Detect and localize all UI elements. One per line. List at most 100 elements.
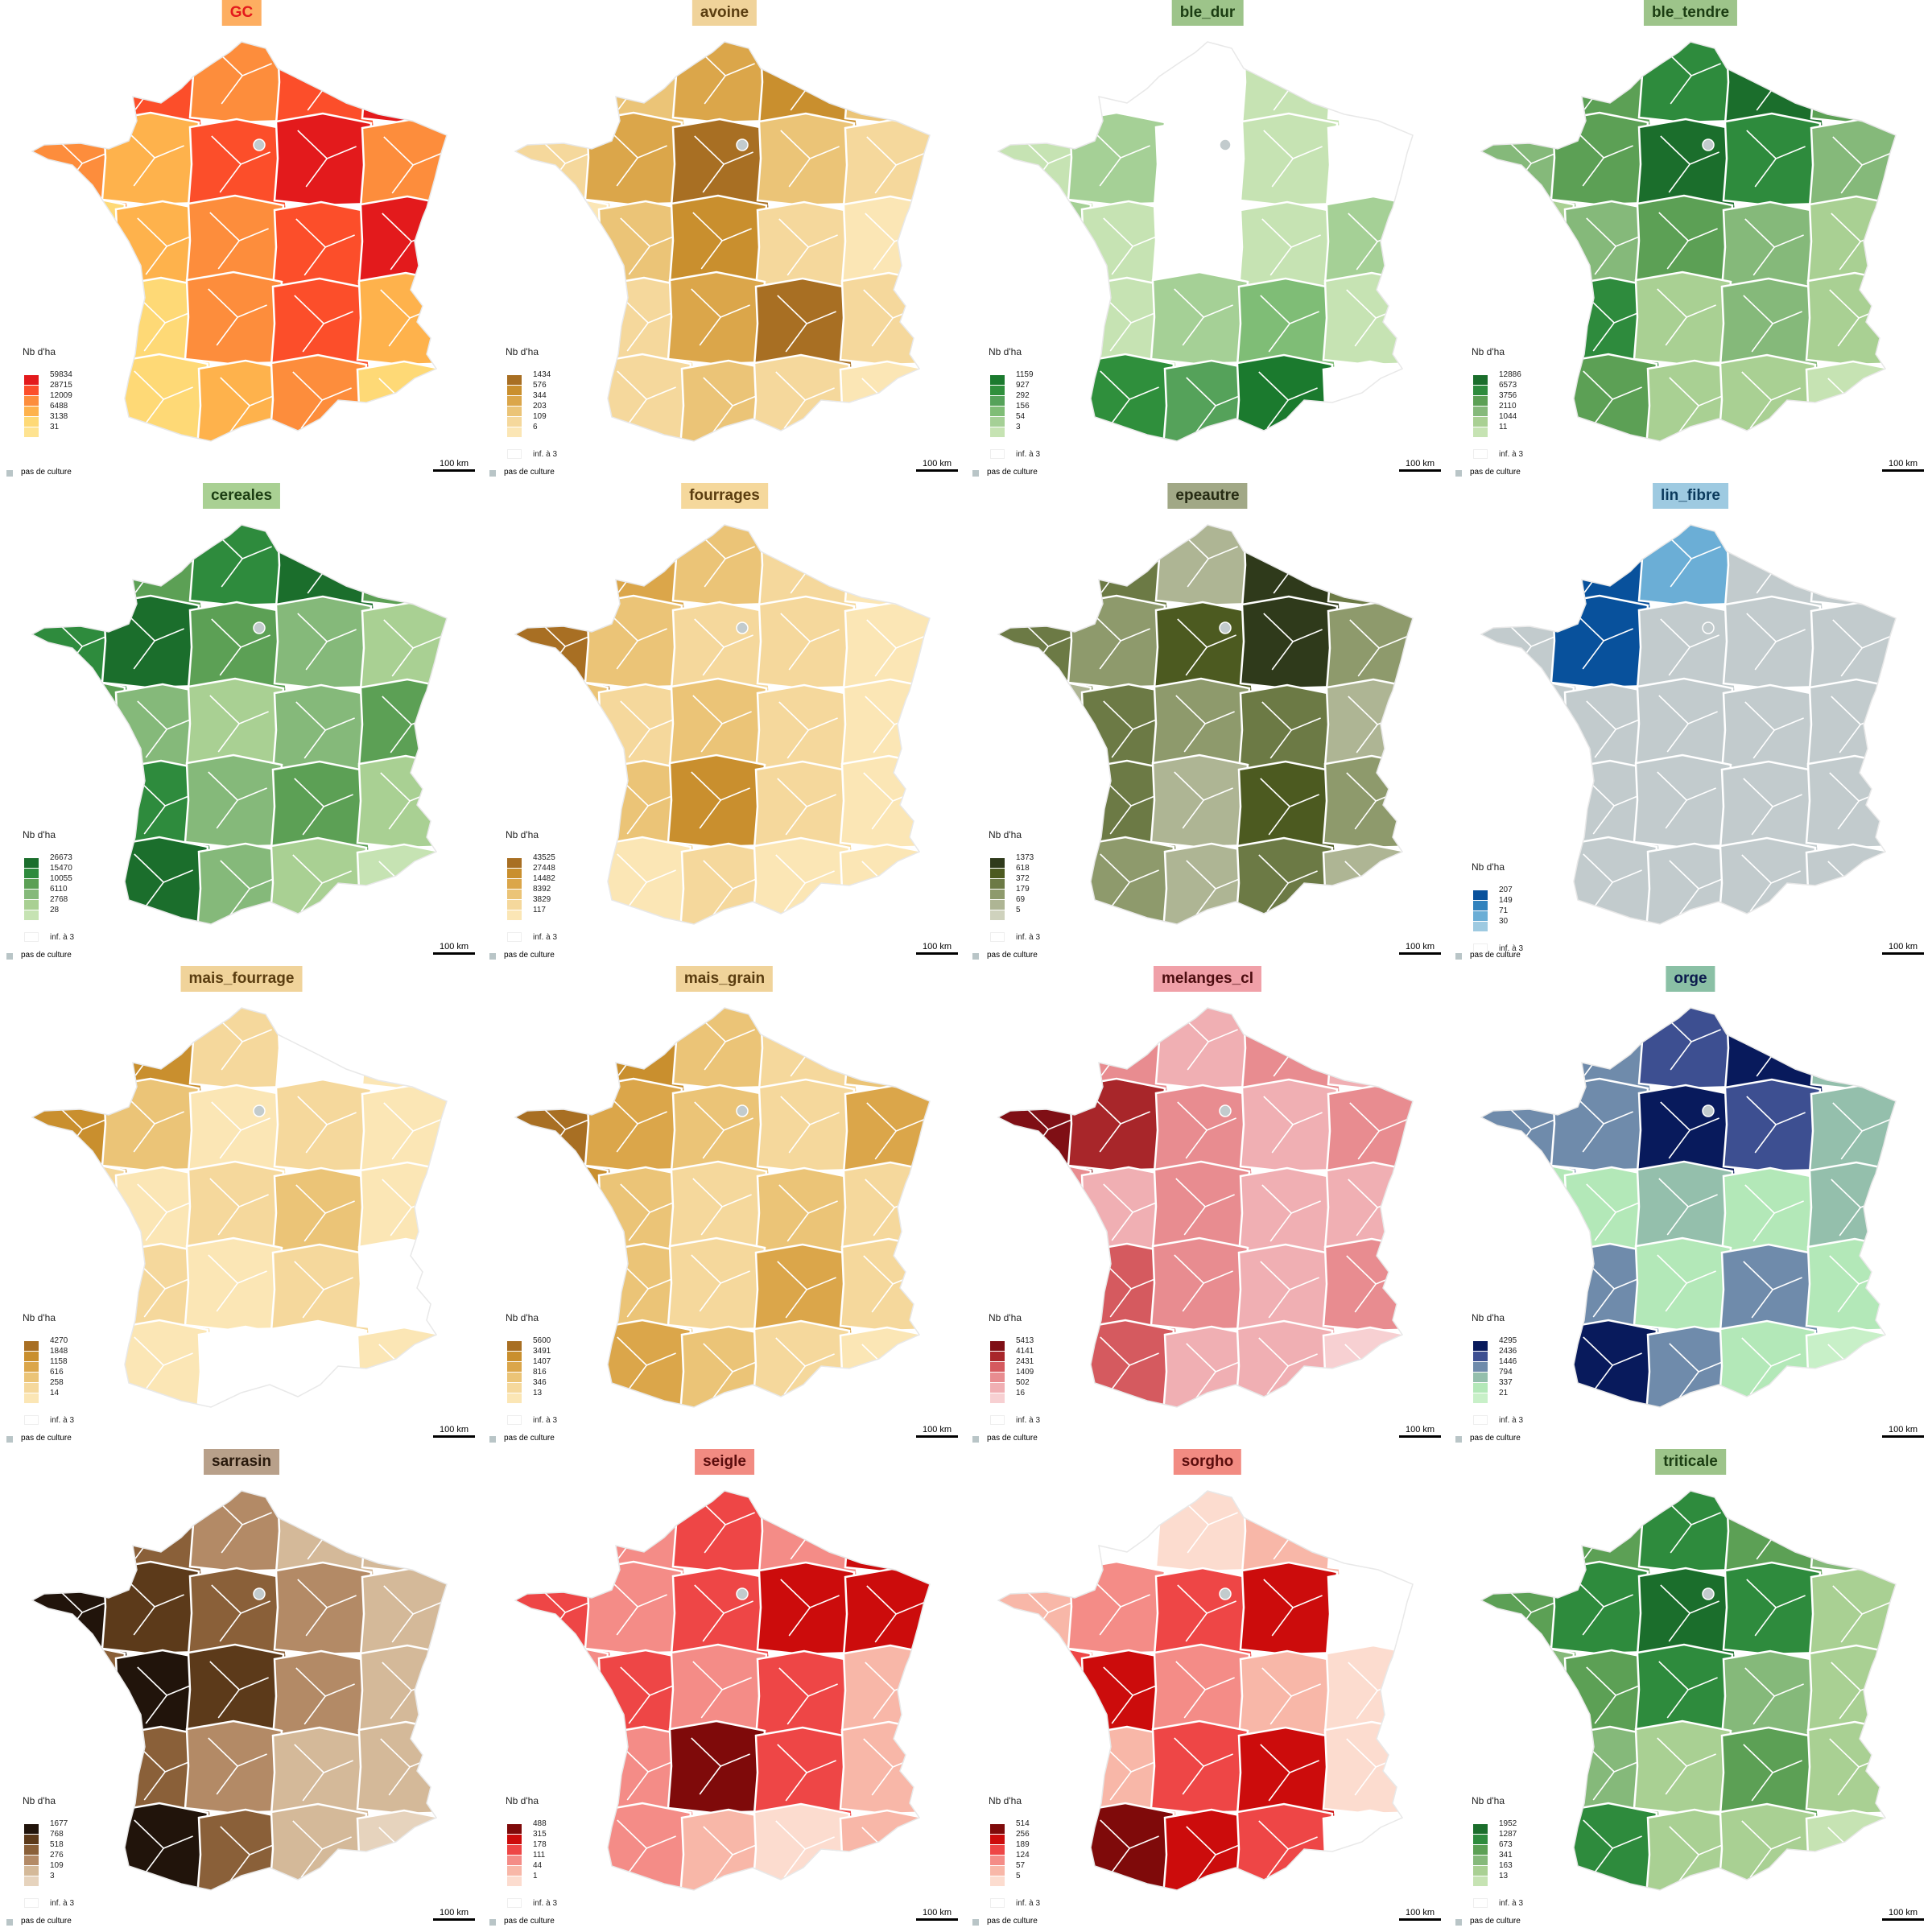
department-border (1100, 1819, 1159, 1877)
department-border (1660, 618, 1719, 676)
country-outline (514, 1490, 931, 1891)
legend-swatch (990, 1824, 1005, 1834)
department-border (1743, 1744, 1802, 1802)
department-border (292, 854, 352, 912)
department-region (273, 112, 374, 207)
department-region (584, 1560, 685, 1655)
department-border (385, 1496, 444, 1554)
paris-region (253, 1587, 266, 1600)
department-border (1177, 1584, 1236, 1642)
panel-title: cereales (202, 483, 281, 509)
legend-swatch (507, 427, 522, 437)
department-border (1746, 130, 1806, 188)
legend-swatch (507, 375, 522, 385)
scale-bar: 100 km (433, 459, 475, 472)
scale-line (916, 1918, 958, 1921)
scale-bar: 100 km (1882, 1425, 1924, 1438)
department-border (40, 1012, 100, 1070)
department-region (1320, 1809, 1413, 1890)
legend-value: 8392 (533, 885, 551, 894)
department-border (294, 1744, 353, 1802)
department-border (1574, 612, 1633, 670)
department-region (584, 594, 685, 689)
department-region (1481, 753, 1575, 848)
no-crop-swatch (1455, 1919, 1462, 1926)
department-border (868, 530, 927, 588)
department-region (998, 676, 1094, 771)
department-border (295, 1184, 355, 1242)
department-border (49, 1736, 109, 1794)
department-region (32, 193, 128, 288)
department-region (515, 1642, 611, 1737)
department-border (691, 771, 750, 829)
legend-swatch (1473, 1845, 1488, 1855)
legend-value: 518 (50, 1840, 64, 1849)
department-border (1657, 1737, 1716, 1795)
france-choropleth-map (1480, 41, 1897, 442)
department-border (209, 1661, 269, 1719)
department-border (775, 1820, 835, 1878)
department-border (1174, 1254, 1233, 1312)
department-border (1349, 619, 1409, 677)
department-border (295, 1667, 355, 1725)
legend-swatch (507, 1341, 522, 1351)
department-border (1260, 1744, 1319, 1802)
department-border (866, 1585, 926, 1643)
legend-value: 5413 (1016, 1336, 1034, 1345)
legend-value: 292 (1016, 391, 1030, 400)
department-border (1261, 218, 1321, 276)
france-choropleth-map (997, 41, 1414, 442)
legend-value: 59834 (50, 370, 72, 379)
department-region (184, 1719, 285, 1814)
legend-swatch (507, 1824, 522, 1834)
department-region (1550, 1560, 1651, 1655)
country-outline (31, 41, 448, 442)
legend-value: 618 (1016, 864, 1030, 873)
department-border (1498, 1253, 1558, 1311)
department-region (515, 676, 611, 771)
department-border (1100, 370, 1159, 428)
department-border (125, 129, 184, 187)
department-region (839, 754, 930, 849)
legend-value: 616 (50, 1368, 64, 1377)
department-region (184, 270, 285, 365)
department-region (756, 1561, 857, 1656)
department-border (1349, 136, 1409, 194)
department-border (1015, 1253, 1075, 1311)
department-region (756, 1078, 857, 1173)
legend-value: 13 (1499, 1872, 1509, 1880)
paris-region (1219, 1587, 1232, 1600)
scale-bar: 100 km (1399, 942, 1441, 955)
scale-bar: 100 km (433, 1425, 475, 1438)
country-outline (1480, 41, 1897, 442)
legend-swatch (1473, 1393, 1488, 1403)
map-panel-orge: orge Nb d'ha 4295 2436 1446 794 337 21 inf. à 3 p… (1449, 966, 1932, 1449)
legend-value: 1677 (50, 1819, 68, 1828)
legend-title: Nb d'ha (989, 829, 1022, 840)
department-border (49, 287, 109, 345)
department-region (273, 595, 374, 690)
country-outline (514, 1007, 931, 1408)
department-region (839, 1237, 930, 1332)
legend-low-label: inf. à 3 (533, 450, 558, 459)
legend-value: 1407 (533, 1357, 551, 1366)
paris-region (736, 1104, 749, 1117)
legend-swatch (990, 1373, 1005, 1382)
no-crop-label: pas de culture (1470, 951, 1521, 960)
scale-line (433, 469, 475, 472)
legend-value: 502 (1016, 1378, 1030, 1387)
department-border (208, 1254, 267, 1312)
legend-title: Nb d'ha (23, 346, 56, 357)
department-border (134, 1819, 193, 1877)
legend-swatch (990, 1876, 1005, 1886)
scale-bar: 100 km (1399, 1908, 1441, 1921)
scale-line (916, 1435, 958, 1438)
legend-value: 26673 (50, 853, 72, 862)
legend-swatch (1473, 396, 1488, 406)
department-border (51, 1177, 110, 1235)
map-panel-epeautre: epeautre Nb d'ha 1373 618 372 179 69 5 inf. à 3 p… (966, 483, 1449, 966)
department-region (1803, 1809, 1896, 1890)
legend-title: Nb d'ha (23, 829, 56, 840)
legend-value: 341 (1499, 1851, 1513, 1860)
department-region (1722, 595, 1823, 690)
